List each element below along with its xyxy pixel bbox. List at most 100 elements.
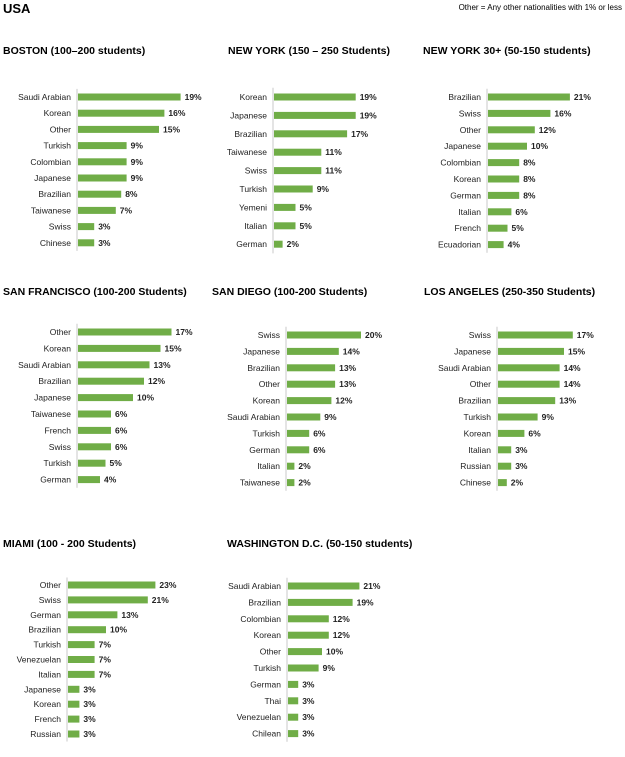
data-label: 11% (325, 166, 342, 176)
data-label: 3% (98, 238, 111, 248)
bar (488, 175, 520, 183)
data-label: 5% (110, 458, 123, 468)
category-label: German (249, 445, 280, 455)
category-label: German (30, 610, 61, 620)
data-label: 9% (131, 141, 144, 151)
category-label: Colombian (440, 158, 481, 168)
chart-title: NEW YORK (150 – 250 Students) (228, 45, 391, 57)
chart-panel-miami: Other 23% Swiss 21% German 13% Brazilian 10% Tur… (3, 538, 208, 748)
bar (78, 93, 181, 101)
data-label: 9% (131, 157, 144, 167)
bar (288, 730, 299, 738)
category-label: Swiss (49, 442, 71, 452)
data-label: 16% (554, 108, 571, 118)
category-label: Swiss (258, 330, 280, 340)
data-label: 9% (324, 412, 337, 422)
category-label: Chinese (460, 478, 491, 488)
data-label: 4% (508, 240, 521, 250)
legend-note: Other = Any other nationalities with 1% … (458, 3, 622, 12)
category-label: Other (470, 379, 491, 389)
data-label: 3% (83, 684, 96, 694)
category-label: Saudi Arabian (18, 360, 71, 370)
data-label: 3% (302, 729, 315, 739)
category-label: Ecuadorian (438, 240, 481, 250)
bar-chart-svg: Saudi Arabian 21% Brazilian 19% Colombian 12%… (228, 577, 381, 742)
category-label: German (250, 679, 281, 689)
bar (288, 598, 353, 606)
data-label: 6% (313, 428, 326, 438)
data-label: 14% (564, 363, 581, 373)
bar (288, 713, 299, 721)
bar (287, 413, 321, 421)
data-label: 3% (515, 461, 528, 471)
data-label: 6% (115, 409, 128, 419)
bar (288, 615, 329, 623)
data-label: 7% (99, 655, 112, 665)
data-label: 15% (165, 343, 182, 353)
bar (78, 158, 127, 166)
bar (68, 670, 95, 678)
bar (287, 446, 310, 454)
chart-panel-washington-dc: Saudi Arabian 21% Brazilian 19% Colombian 12%… (227, 538, 432, 748)
data-label: 7% (99, 640, 112, 650)
category-label: Other (460, 125, 481, 135)
bar (68, 596, 148, 604)
category-label: Swiss (39, 595, 61, 605)
bar (274, 130, 348, 138)
bar-chart-svg: Brazilian 21% Swiss 16% Other 12% Japanese 10% C… (438, 88, 591, 253)
bar (78, 223, 95, 231)
category-label: Brazilian (38, 376, 71, 386)
category-label: Turkish (33, 640, 61, 650)
bar (488, 241, 504, 249)
category-label: Japanese (243, 346, 280, 356)
category-label: Saudi Arabian (228, 581, 281, 591)
data-label: 9% (542, 412, 555, 422)
category-label: Swiss (245, 166, 267, 176)
category-label: Chilean (252, 729, 281, 739)
category-label: Swiss (459, 108, 481, 118)
category-label: Brazilian (247, 363, 280, 373)
data-label: 3% (83, 699, 96, 709)
category-label: Other (40, 580, 61, 590)
data-label: 5% (300, 221, 313, 231)
data-label: 13% (154, 360, 171, 370)
data-label: 6% (528, 428, 541, 438)
category-label: Korean (254, 630, 282, 640)
data-label: 13% (339, 363, 356, 373)
data-label: 12% (539, 125, 556, 135)
category-label: Korean (44, 108, 72, 118)
bar (488, 208, 512, 216)
bar (78, 206, 116, 214)
bar (488, 142, 527, 150)
bar (498, 479, 507, 487)
bar (498, 347, 564, 355)
data-label: 8% (523, 190, 536, 200)
category-label: Thai (264, 696, 281, 706)
bar (287, 479, 295, 487)
bar (78, 410, 111, 418)
chart-title: NEW YORK 30+ (50-150 students) (423, 45, 591, 57)
bar (287, 331, 361, 339)
category-label: Japanese (34, 173, 71, 183)
category-label: Venezuelan (17, 655, 62, 665)
bar (78, 361, 150, 369)
bar (78, 394, 133, 402)
data-label: 17% (577, 330, 594, 340)
category-label: Italian (38, 669, 61, 679)
bar (78, 443, 111, 451)
bar (78, 377, 144, 385)
category-label: Korean (240, 92, 268, 102)
category-label: Colombian (30, 157, 71, 167)
bar (274, 240, 283, 248)
bar (274, 111, 356, 119)
bar (288, 648, 322, 656)
data-label: 3% (302, 712, 315, 722)
bar (274, 203, 296, 211)
bar-chart-svg: Korean 19% Japanese 19% Brazilian 17% Taiwanes… (227, 87, 377, 254)
bar (68, 611, 118, 619)
data-label: 14% (343, 346, 360, 356)
data-label: 23% (159, 580, 176, 590)
category-label: Japanese (230, 110, 267, 120)
data-label: 15% (568, 346, 585, 356)
chart-title: SAN FRANCISCO (100-200 Students) (3, 286, 187, 298)
